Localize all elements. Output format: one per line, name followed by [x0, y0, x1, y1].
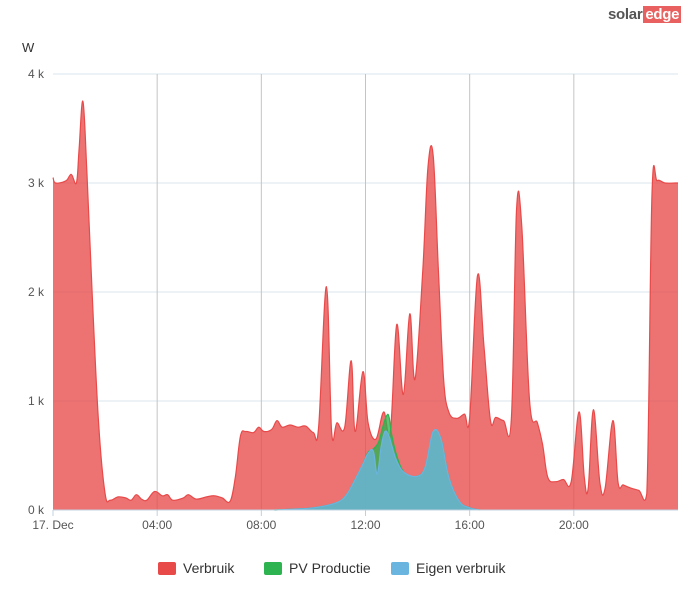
- x-tick-label: 12:00: [350, 518, 380, 532]
- legend-label: PV Productie: [289, 560, 371, 576]
- x-tick-label: 17. Dec: [32, 518, 73, 532]
- x-tick-label: 04:00: [142, 518, 172, 532]
- y-tick-label: 1 k: [28, 394, 45, 408]
- y-axis-unit-label: W: [22, 40, 35, 55]
- line-eigen-verbruik: [274, 428, 481, 511]
- x-tick-label: 08:00: [246, 518, 276, 532]
- y-tick-label: 0 k: [28, 503, 45, 517]
- logo-solar-text: solar: [608, 6, 643, 23]
- y-tick-label: 4 k: [28, 67, 45, 81]
- y-tick-label: 3 k: [28, 176, 45, 190]
- legend-label: Verbruik: [183, 560, 235, 576]
- legend-swatch: [264, 561, 282, 575]
- area-verbruik: [53, 101, 678, 510]
- x-tick-label: 20:00: [559, 518, 589, 532]
- x-axis: 17. Dec 04:00 08:00 12:00 16:00 20:00: [32, 509, 678, 532]
- logo-edge-text: edge: [643, 6, 682, 23]
- legend-swatch: [391, 561, 409, 575]
- legend: Verbruik PV Productie Eigen verbruik: [0, 560, 689, 582]
- legend-item-verbruik[interactable]: Verbruik: [158, 560, 234, 576]
- x-tick-label: 16:00: [455, 518, 485, 532]
- legend-label: Eigen verbruik: [416, 560, 506, 576]
- solaredge-logo: solar edge: [608, 6, 682, 23]
- legend-swatch: [158, 561, 176, 575]
- area-eigen-verbruik: [274, 429, 481, 510]
- y-axis: 0 k 1 k 2 k 3 k 4 k: [28, 67, 45, 517]
- series-areas: [52, 100, 678, 511]
- legend-item-eigen-verbruik[interactable]: Eigen verbruik: [391, 560, 506, 576]
- line-verbruik: [52, 100, 678, 504]
- legend-item-pv-productie[interactable]: PV Productie: [264, 560, 371, 576]
- y-tick-label: 2 k: [28, 285, 45, 299]
